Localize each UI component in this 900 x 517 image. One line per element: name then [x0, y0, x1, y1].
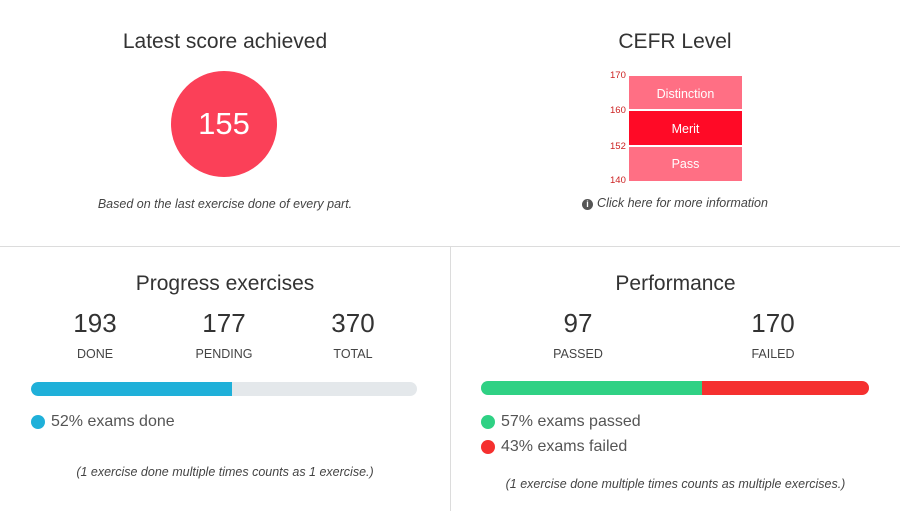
latest-score-note: Based on the last exercise done of every…	[97, 197, 353, 211]
legend-failed-text: 43% exams failed	[501, 438, 628, 455]
performance-bar-passed	[481, 381, 703, 395]
stat-failed-label: FAILED	[751, 347, 795, 361]
vertical-divider	[450, 247, 451, 511]
cefr-info-text: Click here for more information	[597, 196, 768, 210]
cefr-tick-140: 140	[610, 175, 626, 186]
performance-panel: Performance 97 PASSED 170 FAILED 57% exa…	[451, 247, 900, 517]
progress-legend-text: 52% exams done	[51, 413, 175, 430]
cefr-tick-170: 170	[610, 70, 626, 81]
stat-total: 370 TOTAL	[298, 308, 408, 361]
progress-note: (1 exercise done multiple times counts a…	[76, 465, 374, 479]
cefr-info-link[interactable]: i Click here for more information	[450, 196, 900, 210]
progress-bar-fill	[31, 382, 232, 396]
latest-score-panel: Latest score achieved 155 Based on the l…	[0, 0, 450, 246]
stat-total-label: TOTAL	[333, 347, 373, 361]
cefr-band-merit	[629, 111, 742, 145]
cefr-label-distinction: Distinction	[657, 87, 715, 101]
stat-done-label: DONE	[76, 347, 114, 361]
cefr-band-distinction	[629, 76, 742, 109]
progress-legend: 52% exams done	[31, 413, 175, 431]
legend-failed: 43% exams failed	[481, 438, 627, 456]
performance-bar	[481, 381, 869, 395]
progress-title: Progress exercises	[135, 272, 315, 295]
cefr-label-merit: Merit	[672, 122, 700, 136]
horizontal-divider	[0, 246, 900, 247]
performance-note: (1 exercise done multiple times counts a…	[505, 477, 846, 491]
stat-pending-value: 177	[202, 308, 246, 338]
cefr-level-ladder: 170 160 152 140 Distinction Merit Pass	[610, 70, 742, 186]
legend-passed: 57% exams passed	[481, 413, 641, 431]
failed-dot-icon	[481, 440, 495, 454]
info-circle-icon: i	[582, 199, 594, 210]
progress-panel: Progress exercises 193 DONE 177 PENDING …	[0, 247, 450, 517]
performance-bar-failed	[702, 381, 869, 395]
stat-passed-value: 97	[563, 308, 593, 338]
cefr-label-pass: Pass	[672, 157, 700, 171]
legend-passed-text: 57% exams passed	[501, 413, 641, 430]
stat-failed-value: 170	[751, 308, 795, 338]
stat-pending: 177 PENDING	[169, 308, 279, 361]
performance-title: Performance	[615, 272, 736, 295]
passed-dot-icon	[481, 415, 495, 429]
score-value: 155	[198, 106, 250, 141]
stat-done: 193 DONE	[40, 308, 150, 361]
cefr-title: CEFR Level	[618, 30, 732, 53]
cefr-band-pass	[629, 147, 742, 181]
latest-score-title: Latest score achieved	[122, 30, 328, 53]
cefr-tick-152: 152	[610, 141, 626, 152]
stat-done-value: 193	[73, 308, 117, 338]
stat-pending-label: PENDING	[195, 347, 253, 361]
stat-passed: 97 PASSED	[523, 308, 633, 361]
cefr-tick-160: 160	[610, 105, 626, 116]
score-circle: 155	[171, 71, 277, 177]
progress-bar	[31, 382, 417, 396]
done-dot-icon	[31, 415, 45, 429]
stat-failed: 170 FAILED	[718, 308, 828, 361]
stat-total-value: 370	[331, 308, 375, 338]
stat-passed-label: PASSED	[553, 347, 603, 361]
